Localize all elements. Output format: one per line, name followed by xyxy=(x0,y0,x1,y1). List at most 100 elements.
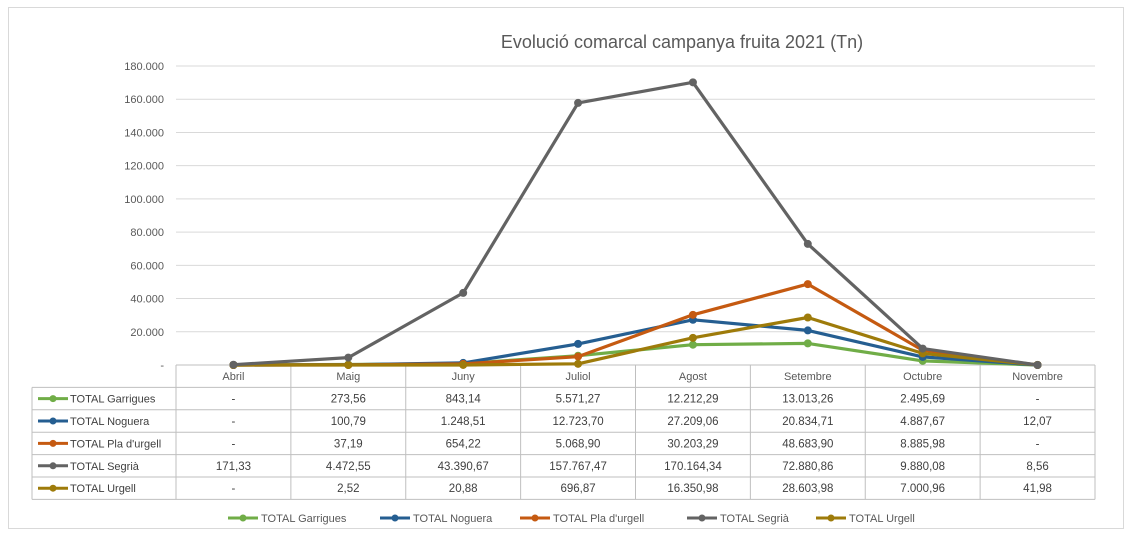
data-point xyxy=(688,340,697,349)
table-cell: 157.767,47 xyxy=(549,461,607,473)
table-row-label: TOTAL Garrigues xyxy=(70,394,156,406)
legend-entry: TOTAL Garrigues xyxy=(261,513,347,525)
y-tick-label: 80.000 xyxy=(130,227,164,239)
legend-key-marker xyxy=(49,484,57,492)
table-cell: - xyxy=(1036,438,1040,450)
data-table: Abril Maig Juny Juliol Agost Setembre Octubre N… xyxy=(31,364,1096,500)
legend-key-marker xyxy=(49,417,57,425)
y-tick-label: 120.000 xyxy=(124,161,164,173)
data-point xyxy=(574,352,583,361)
legend-key-marker xyxy=(49,395,57,403)
data-point xyxy=(803,339,812,348)
x-tick-label: Maig xyxy=(336,371,360,383)
legend-key-marker xyxy=(49,439,57,447)
table-cell: 100,79 xyxy=(331,416,366,428)
legend-key-marker xyxy=(698,514,706,522)
table-cell: 30.203,29 xyxy=(667,438,718,450)
y-axis-tick-labels: - 20.000 40.000 60.000 80.000 100.000 120.000 1… xyxy=(124,61,164,372)
x-tick-label: Setembre xyxy=(784,371,832,383)
table-row-label: TOTAL Pla d'urgell xyxy=(70,438,161,450)
data-point xyxy=(574,359,583,368)
chart-title: Evolució comarcal campanya fruita 2021 (… xyxy=(501,32,863,52)
table-cell: - xyxy=(232,394,236,406)
gridlines xyxy=(176,65,1095,366)
table-cell: 12,07 xyxy=(1023,416,1052,428)
table-cell: 7.000,96 xyxy=(900,483,945,495)
y-tick-label: 160.000 xyxy=(124,94,164,106)
data-point xyxy=(688,78,697,87)
y-tick-label: 20.000 xyxy=(130,327,164,339)
table-cell: - xyxy=(232,416,236,428)
table-cell: 43.390,67 xyxy=(438,461,489,473)
legend-entry: TOTAL Segrià xyxy=(720,513,790,525)
data-point xyxy=(574,339,583,348)
legend-entry: TOTAL Urgell xyxy=(849,513,915,525)
legend-key-marker xyxy=(531,514,539,522)
data-point xyxy=(803,239,812,248)
legend: TOTAL Garrigues TOTAL Noguera TOTAL Pla d'… xyxy=(228,513,915,525)
table-cell: - xyxy=(232,438,236,450)
table-cell: 37,19 xyxy=(334,438,363,450)
table-cell: 16.350,98 xyxy=(667,483,718,495)
table-cell: 28.603,98 xyxy=(782,483,833,495)
table-cell: - xyxy=(232,483,236,495)
data-point xyxy=(918,344,927,353)
table-cell: 273,56 xyxy=(331,394,366,406)
data-point xyxy=(803,280,812,289)
x-tick-label: Novembre xyxy=(1012,371,1063,383)
table-cell: 171,33 xyxy=(216,461,251,473)
table-cell: 654,22 xyxy=(446,438,481,450)
x-tick-label: Agost xyxy=(679,371,707,383)
x-tick-label: Juny xyxy=(452,371,476,383)
y-tick-label: 180.000 xyxy=(124,61,164,73)
y-tick-label: 40.000 xyxy=(130,294,164,306)
table-cell: 696,87 xyxy=(560,483,595,495)
legend-key-marker xyxy=(391,514,399,522)
table-cell: 8,56 xyxy=(1026,461,1048,473)
series-line xyxy=(231,80,1040,367)
table-cell: 20,88 xyxy=(449,483,478,495)
table-row-label: TOTAL Segrià xyxy=(70,461,140,473)
table-cell: 20.834,71 xyxy=(782,416,833,428)
table-cell: 843,14 xyxy=(446,394,482,406)
data-point xyxy=(1033,360,1042,369)
table-cell: 5.068,90 xyxy=(556,438,601,450)
y-tick-label: 140.000 xyxy=(124,127,164,139)
data-point xyxy=(803,313,812,322)
table-cell: 12.212,29 xyxy=(667,394,718,406)
legend-key-marker xyxy=(827,514,835,522)
data-point xyxy=(574,98,583,107)
table-cell: 2,52 xyxy=(337,483,359,495)
table-cell: 41,98 xyxy=(1023,483,1052,495)
data-point xyxy=(344,360,353,369)
x-tick-label: Abril xyxy=(222,371,244,383)
x-tick-label: Octubre xyxy=(903,371,942,383)
legend-key-marker xyxy=(239,514,247,522)
y-tick-label: 60.000 xyxy=(130,260,164,272)
table-cell: 5.571,27 xyxy=(556,394,601,406)
data-point xyxy=(688,333,697,342)
table-cell: 72.880,86 xyxy=(782,461,833,473)
data-point xyxy=(803,326,812,335)
legend-entry: TOTAL Noguera xyxy=(413,513,493,525)
table-row-label: TOTAL Urgell xyxy=(70,483,136,495)
table-cell: 4.472,55 xyxy=(326,461,371,473)
table-cell: 8.885,98 xyxy=(900,438,945,450)
table-cell: 1.248,51 xyxy=(441,416,486,428)
series-line xyxy=(231,315,1040,367)
table-cell: - xyxy=(1036,394,1040,406)
chart-frame xyxy=(8,7,1124,529)
data-point xyxy=(459,360,468,369)
table-cell: 13.013,26 xyxy=(782,394,833,406)
legend-entry: TOTAL Pla d'urgell xyxy=(553,513,644,525)
table-cell: 9.880,08 xyxy=(900,461,945,473)
y-tick-label: - xyxy=(160,360,164,372)
table-cell: 12.723,70 xyxy=(552,416,603,428)
data-point xyxy=(344,353,353,362)
series-lines xyxy=(229,78,1042,369)
legend-key-marker xyxy=(49,462,57,470)
table-cell: 27.209,06 xyxy=(667,416,718,428)
data-point xyxy=(459,288,468,297)
data-point xyxy=(688,310,697,319)
